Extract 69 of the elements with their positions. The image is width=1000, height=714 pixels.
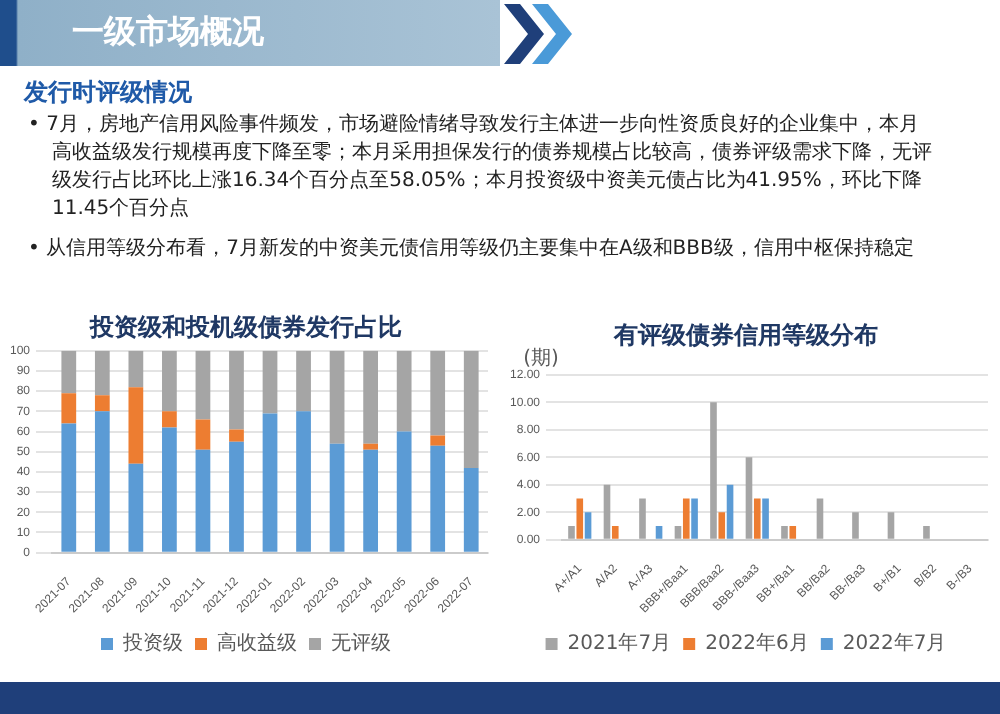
bar [762,498,769,539]
text: 一级市场概况 [72,12,264,54]
bar [584,512,592,539]
bar [61,393,77,424]
bar [229,441,244,552]
legend-label: 2022年7月 [842,631,947,656]
bar [789,525,797,539]
bar [639,498,646,539]
bar [718,512,726,539]
bar [162,411,177,428]
bar [726,484,734,539]
bar [61,423,77,552]
legend-label: 2021年7月 [567,631,672,656]
bar [852,512,859,539]
bar [682,498,690,539]
bar [887,512,895,539]
bar [61,350,77,394]
bar [691,498,698,539]
bar [195,449,211,552]
y-axis-title: (期) [523,345,559,370]
legend-label: 高收益级 [217,631,297,656]
legend-label: 无评级 [331,631,391,656]
bar [229,350,244,430]
bar [329,443,345,552]
bar [128,350,144,388]
bar [162,427,177,552]
text: • 从信用等级分布看，7月新发的中资美元债信用等级仍主要集中在A级和BBB级，信用中枢保持稳定 [28,236,916,264]
bar [430,435,446,446]
bar [363,350,378,444]
bar [94,411,110,552]
bar [753,498,761,539]
bar [128,463,144,552]
bar [430,445,446,552]
bar [816,498,824,539]
bar [463,467,479,552]
bar [229,429,244,442]
bar [195,350,211,420]
bar [296,350,311,412]
bar [745,457,753,539]
bar [674,525,682,539]
bar [195,419,211,450]
legend-label: 2022年6月 [705,631,809,656]
bar [611,525,619,539]
bar [396,350,412,432]
bar [463,350,479,468]
bar [329,350,345,444]
bar [128,387,144,464]
bar [923,525,930,539]
bar [94,350,110,396]
legend-label: 投资级 [121,631,183,656]
text: • 7月，房地产信用风险事件频发，市场避险情绪导致发行主体进一步向性资质良好的企业集中，本月高收益级发行规模再度下降至零；本月采用担保发行的债券规模占比较高，债券评级需求下降，无评级发行占比环比上涨16.34个百分点至58.05%；本月投资级中资美元债占比为41.95%，环比下降11.45个百分点 [28,112,932,224]
chart-title: 有评级债券信用等级分布 [612,320,878,349]
bar [781,525,788,539]
text: 发行时评级情况 [24,76,192,110]
bar [262,413,278,552]
bar [162,350,177,412]
bar [603,484,611,539]
bar [94,395,110,412]
bar [363,443,378,450]
bar [262,350,278,414]
bar [710,402,717,539]
bar [430,350,446,436]
bar [296,411,311,552]
chart-title: 投资级和投机级债券发行占比 [88,312,402,341]
bar [568,525,575,539]
bar [576,498,584,539]
bar [363,449,378,552]
bar [655,525,663,539]
bar [396,431,412,552]
